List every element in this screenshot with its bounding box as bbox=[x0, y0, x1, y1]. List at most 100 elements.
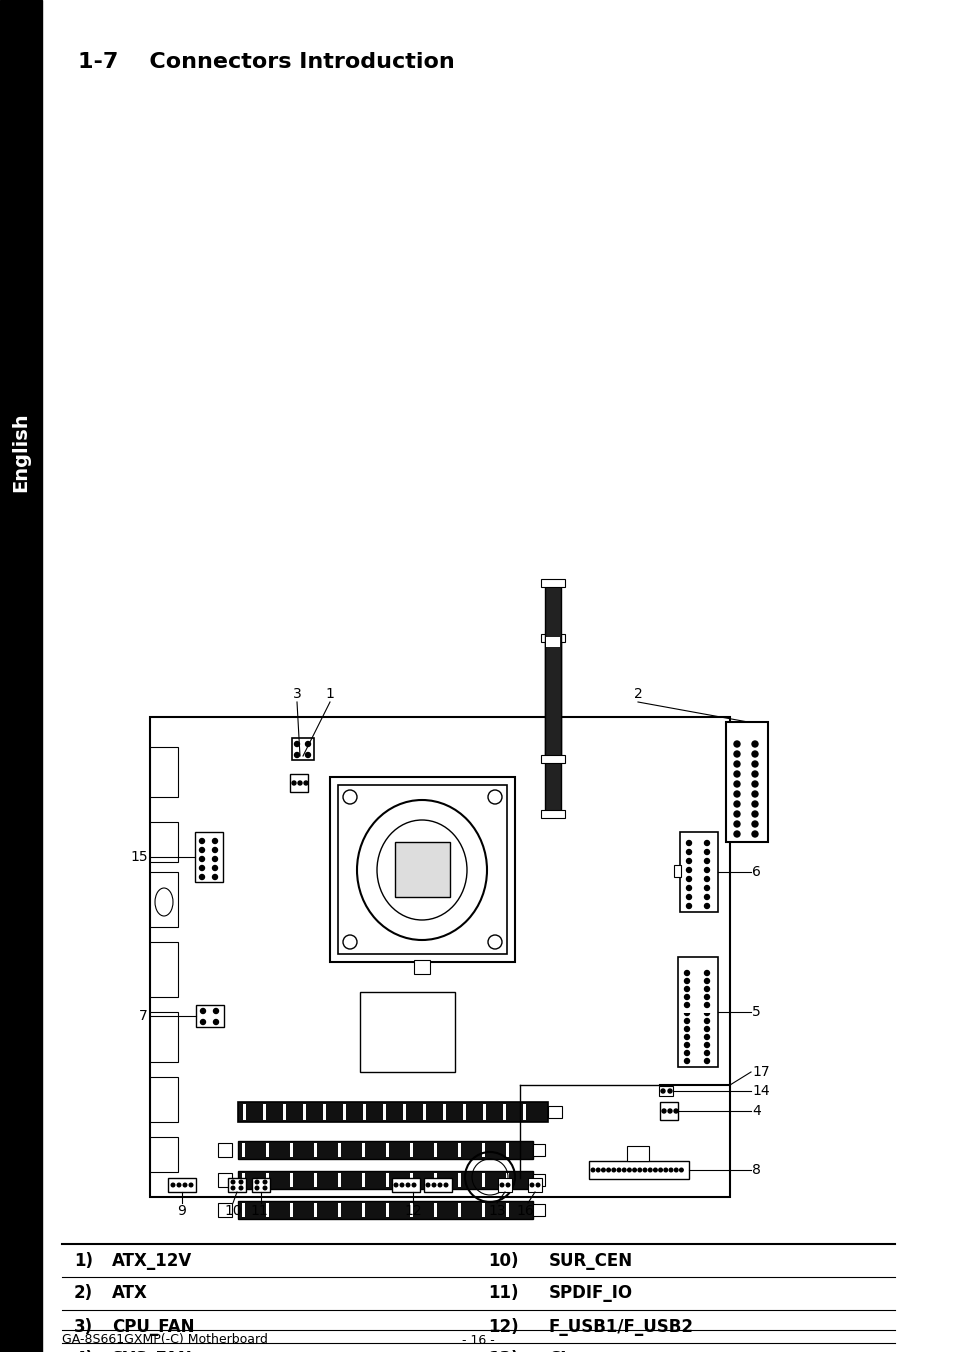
Bar bbox=[263, 1105, 266, 1119]
Bar bbox=[218, 1203, 232, 1217]
Bar bbox=[0, 0, 42, 1352]
Circle shape bbox=[642, 1168, 646, 1172]
Circle shape bbox=[703, 1042, 709, 1048]
Circle shape bbox=[660, 1088, 664, 1092]
Circle shape bbox=[751, 771, 758, 777]
Text: ATX: ATX bbox=[112, 1284, 148, 1302]
Bar bbox=[522, 1105, 525, 1119]
Bar bbox=[410, 1203, 413, 1217]
Circle shape bbox=[751, 831, 758, 837]
Bar bbox=[505, 1142, 509, 1157]
Circle shape bbox=[399, 1183, 403, 1187]
Bar bbox=[314, 1174, 316, 1187]
Text: 10: 10 bbox=[224, 1205, 241, 1218]
Bar bbox=[337, 1174, 340, 1187]
Circle shape bbox=[684, 1026, 689, 1032]
Bar bbox=[678, 957, 718, 1067]
Circle shape bbox=[263, 1180, 267, 1184]
Bar bbox=[533, 1174, 544, 1186]
Circle shape bbox=[751, 811, 758, 817]
Circle shape bbox=[668, 1168, 672, 1172]
Bar bbox=[290, 1174, 293, 1187]
Circle shape bbox=[406, 1183, 410, 1187]
Circle shape bbox=[294, 741, 299, 746]
Bar bbox=[402, 1105, 406, 1119]
Bar bbox=[290, 1203, 293, 1217]
Bar bbox=[361, 1203, 365, 1217]
Circle shape bbox=[199, 838, 204, 844]
Bar bbox=[228, 1178, 246, 1192]
Circle shape bbox=[612, 1168, 615, 1172]
Circle shape bbox=[617, 1168, 620, 1172]
Circle shape bbox=[200, 1009, 205, 1014]
Circle shape bbox=[601, 1168, 604, 1172]
Circle shape bbox=[751, 761, 758, 767]
Bar bbox=[195, 1005, 224, 1028]
Bar bbox=[410, 1174, 413, 1187]
Circle shape bbox=[444, 1183, 447, 1187]
Bar bbox=[481, 1174, 484, 1187]
Text: English: English bbox=[11, 412, 30, 492]
Text: 10): 10) bbox=[488, 1252, 518, 1270]
Circle shape bbox=[703, 1059, 709, 1064]
Circle shape bbox=[632, 1168, 636, 1172]
Circle shape bbox=[684, 1059, 689, 1064]
Text: 9: 9 bbox=[177, 1205, 186, 1218]
Circle shape bbox=[684, 1002, 689, 1007]
Bar bbox=[237, 1141, 533, 1159]
Bar bbox=[527, 1178, 541, 1192]
Bar bbox=[497, 1178, 512, 1192]
Circle shape bbox=[684, 987, 689, 991]
Text: 6: 6 bbox=[751, 865, 760, 879]
Circle shape bbox=[684, 995, 689, 999]
Bar bbox=[410, 1142, 413, 1157]
Bar bbox=[150, 717, 729, 1197]
Bar bbox=[218, 1142, 232, 1157]
Circle shape bbox=[703, 841, 709, 845]
Bar bbox=[242, 1203, 245, 1217]
Bar bbox=[533, 1205, 544, 1215]
Bar bbox=[361, 1142, 365, 1157]
Text: - 16 -: - 16 - bbox=[461, 1333, 495, 1347]
Circle shape bbox=[621, 1168, 625, 1172]
Circle shape bbox=[199, 848, 204, 853]
Bar bbox=[194, 831, 223, 882]
Bar bbox=[386, 1174, 389, 1187]
Circle shape bbox=[703, 1051, 709, 1056]
Bar bbox=[457, 1203, 460, 1217]
Bar bbox=[434, 1203, 436, 1217]
Circle shape bbox=[674, 1168, 678, 1172]
Bar bbox=[266, 1142, 269, 1157]
Bar bbox=[673, 865, 680, 877]
Bar bbox=[150, 942, 178, 996]
Bar bbox=[337, 1203, 340, 1217]
Circle shape bbox=[733, 781, 740, 787]
Bar bbox=[659, 1086, 672, 1096]
Bar bbox=[314, 1142, 316, 1157]
Circle shape bbox=[394, 1183, 397, 1187]
Circle shape bbox=[426, 1183, 430, 1187]
Circle shape bbox=[199, 857, 204, 861]
Circle shape bbox=[733, 761, 740, 767]
Bar bbox=[237, 1201, 533, 1220]
Circle shape bbox=[213, 875, 217, 880]
Circle shape bbox=[684, 1018, 689, 1023]
Text: 7: 7 bbox=[139, 1009, 148, 1023]
Ellipse shape bbox=[356, 800, 486, 940]
Circle shape bbox=[703, 859, 709, 864]
Circle shape bbox=[733, 821, 740, 827]
Circle shape bbox=[686, 841, 691, 845]
Bar bbox=[314, 1203, 316, 1217]
Circle shape bbox=[199, 865, 204, 871]
Bar bbox=[150, 872, 178, 927]
Bar bbox=[659, 1102, 678, 1119]
Circle shape bbox=[667, 1088, 671, 1092]
Circle shape bbox=[684, 979, 689, 983]
Text: 4): 4) bbox=[74, 1351, 93, 1352]
Circle shape bbox=[239, 1186, 243, 1190]
Text: 14: 14 bbox=[751, 1084, 769, 1098]
Circle shape bbox=[686, 868, 691, 872]
Circle shape bbox=[703, 1034, 709, 1040]
Circle shape bbox=[733, 771, 740, 777]
Circle shape bbox=[304, 781, 308, 786]
